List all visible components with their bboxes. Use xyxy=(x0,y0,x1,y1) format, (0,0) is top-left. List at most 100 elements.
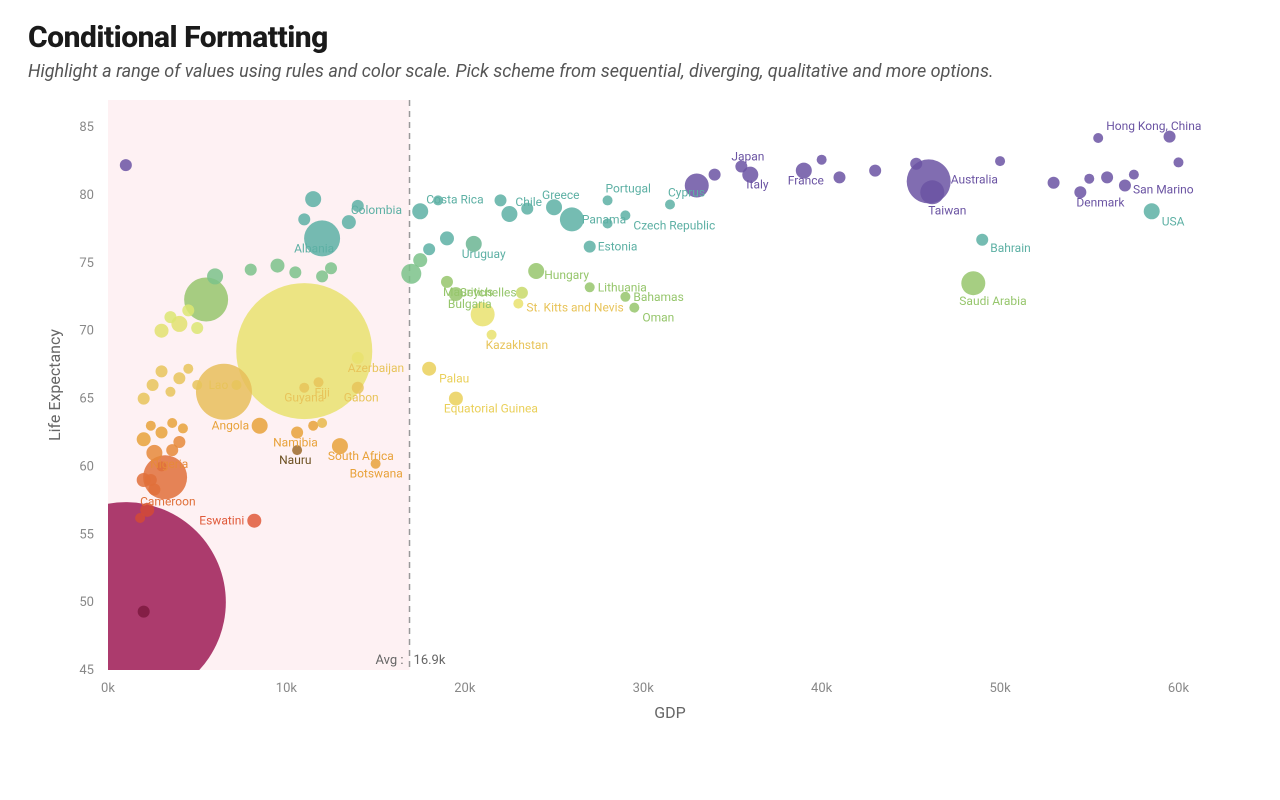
bubble[interactable] xyxy=(178,423,188,433)
bubble[interactable] xyxy=(352,200,364,212)
bubble[interactable] xyxy=(157,461,167,471)
bubble[interactable] xyxy=(342,215,356,229)
bubble[interactable] xyxy=(167,418,177,428)
bubble[interactable] xyxy=(910,158,922,170)
bubble[interactable] xyxy=(1084,174,1094,184)
bubble[interactable] xyxy=(231,380,241,390)
bubble[interactable] xyxy=(685,174,709,198)
bubble[interactable] xyxy=(495,194,507,206)
bubble[interactable] xyxy=(325,262,337,274)
bubble[interactable] xyxy=(817,155,827,165)
bubble[interactable] xyxy=(413,253,427,267)
bubble[interactable] xyxy=(291,427,303,439)
bubble[interactable] xyxy=(371,459,381,469)
bubble[interactable] xyxy=(412,203,428,219)
bubble[interactable] xyxy=(137,432,151,446)
bubble[interactable] xyxy=(156,365,168,377)
bubble[interactable] xyxy=(155,324,169,338)
bubble[interactable] xyxy=(298,213,310,225)
bubble[interactable] xyxy=(449,392,463,406)
bubble[interactable] xyxy=(629,303,639,313)
bubble[interactable] xyxy=(252,418,268,434)
bubble[interactable] xyxy=(665,200,675,210)
bubble[interactable] xyxy=(735,161,747,173)
bubble[interactable] xyxy=(352,382,364,394)
bubble[interactable] xyxy=(1101,171,1113,183)
bubble[interactable] xyxy=(207,268,223,284)
bubble[interactable] xyxy=(270,259,284,273)
bubble[interactable] xyxy=(236,283,372,419)
bubble[interactable] xyxy=(441,276,453,288)
bubble[interactable] xyxy=(995,156,1005,166)
bubble[interactable] xyxy=(433,195,443,205)
bubble[interactable] xyxy=(961,271,985,295)
bubble[interactable] xyxy=(422,362,436,376)
bubble[interactable] xyxy=(146,421,156,431)
bubble[interactable] xyxy=(833,171,845,183)
bubble[interactable] xyxy=(308,421,318,431)
bubble[interactable] xyxy=(440,231,454,245)
bubble[interactable] xyxy=(620,210,630,220)
bubble[interactable] xyxy=(796,163,812,179)
bubble[interactable] xyxy=(173,372,185,384)
bubble[interactable] xyxy=(305,191,321,207)
bubble[interactable] xyxy=(138,606,150,618)
bubble[interactable] xyxy=(584,241,596,253)
bubble[interactable] xyxy=(135,513,145,523)
bubble[interactable] xyxy=(156,427,168,439)
bubble[interactable] xyxy=(317,418,327,428)
bubble[interactable] xyxy=(165,387,175,397)
bubble[interactable] xyxy=(138,393,150,405)
bubble[interactable] xyxy=(247,514,261,528)
bubble[interactable] xyxy=(1048,177,1060,189)
bubble[interactable] xyxy=(316,270,328,282)
bubble[interactable] xyxy=(196,364,252,420)
bubble[interactable] xyxy=(501,206,517,222)
bubble[interactable] xyxy=(976,234,988,246)
bubble[interactable] xyxy=(1173,157,1183,167)
bubble[interactable] xyxy=(147,379,159,391)
bubble[interactable] xyxy=(1144,203,1160,219)
bubble[interactable] xyxy=(332,438,348,454)
bubble[interactable] xyxy=(603,195,613,205)
bubble[interactable] xyxy=(521,203,533,215)
bubble[interactable] xyxy=(620,292,630,302)
bubble[interactable] xyxy=(709,169,721,181)
bubble[interactable] xyxy=(245,264,257,276)
bubble[interactable] xyxy=(516,287,528,299)
bubble[interactable] xyxy=(423,243,435,255)
bubble[interactable] xyxy=(466,236,482,252)
bubble[interactable] xyxy=(314,377,324,387)
bubble[interactable] xyxy=(299,383,309,393)
bubble[interactable] xyxy=(146,445,162,461)
bubble[interactable] xyxy=(449,287,463,301)
bubble[interactable] xyxy=(487,330,497,340)
bubble[interactable] xyxy=(560,207,584,231)
bubble[interactable] xyxy=(292,445,302,455)
bubble[interactable] xyxy=(528,263,544,279)
bubble[interactable] xyxy=(603,219,613,229)
bubble[interactable] xyxy=(182,304,194,316)
bubble[interactable] xyxy=(28,502,226,702)
bubble[interactable] xyxy=(352,352,364,364)
bubble[interactable] xyxy=(585,282,595,292)
bubble[interactable] xyxy=(1093,133,1103,143)
bubble[interactable] xyxy=(120,159,132,171)
bubble[interactable] xyxy=(920,180,944,204)
bubble[interactable] xyxy=(164,311,176,323)
bubble[interactable] xyxy=(289,266,301,278)
bubble[interactable] xyxy=(1119,180,1131,192)
bubble[interactable] xyxy=(191,322,203,334)
bubble[interactable] xyxy=(148,484,160,496)
bubble[interactable] xyxy=(471,302,495,326)
bubble[interactable] xyxy=(869,165,881,177)
bubble[interactable] xyxy=(546,199,562,215)
bubble[interactable] xyxy=(513,299,523,309)
bubble[interactable] xyxy=(192,380,202,390)
bubble[interactable] xyxy=(1074,186,1086,198)
bubble[interactable] xyxy=(183,364,193,374)
bubble[interactable] xyxy=(173,436,185,448)
bubble[interactable] xyxy=(304,220,340,256)
bubble[interactable] xyxy=(1129,170,1139,180)
bubble[interactable] xyxy=(1164,131,1176,143)
